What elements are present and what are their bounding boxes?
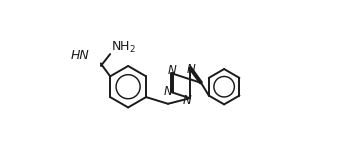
Text: N: N [164,85,173,98]
Text: NH$_2$: NH$_2$ [111,40,136,55]
Text: N: N [183,95,192,107]
Text: N: N [187,63,196,76]
Text: HN: HN [71,49,89,62]
Text: N: N [168,64,176,77]
